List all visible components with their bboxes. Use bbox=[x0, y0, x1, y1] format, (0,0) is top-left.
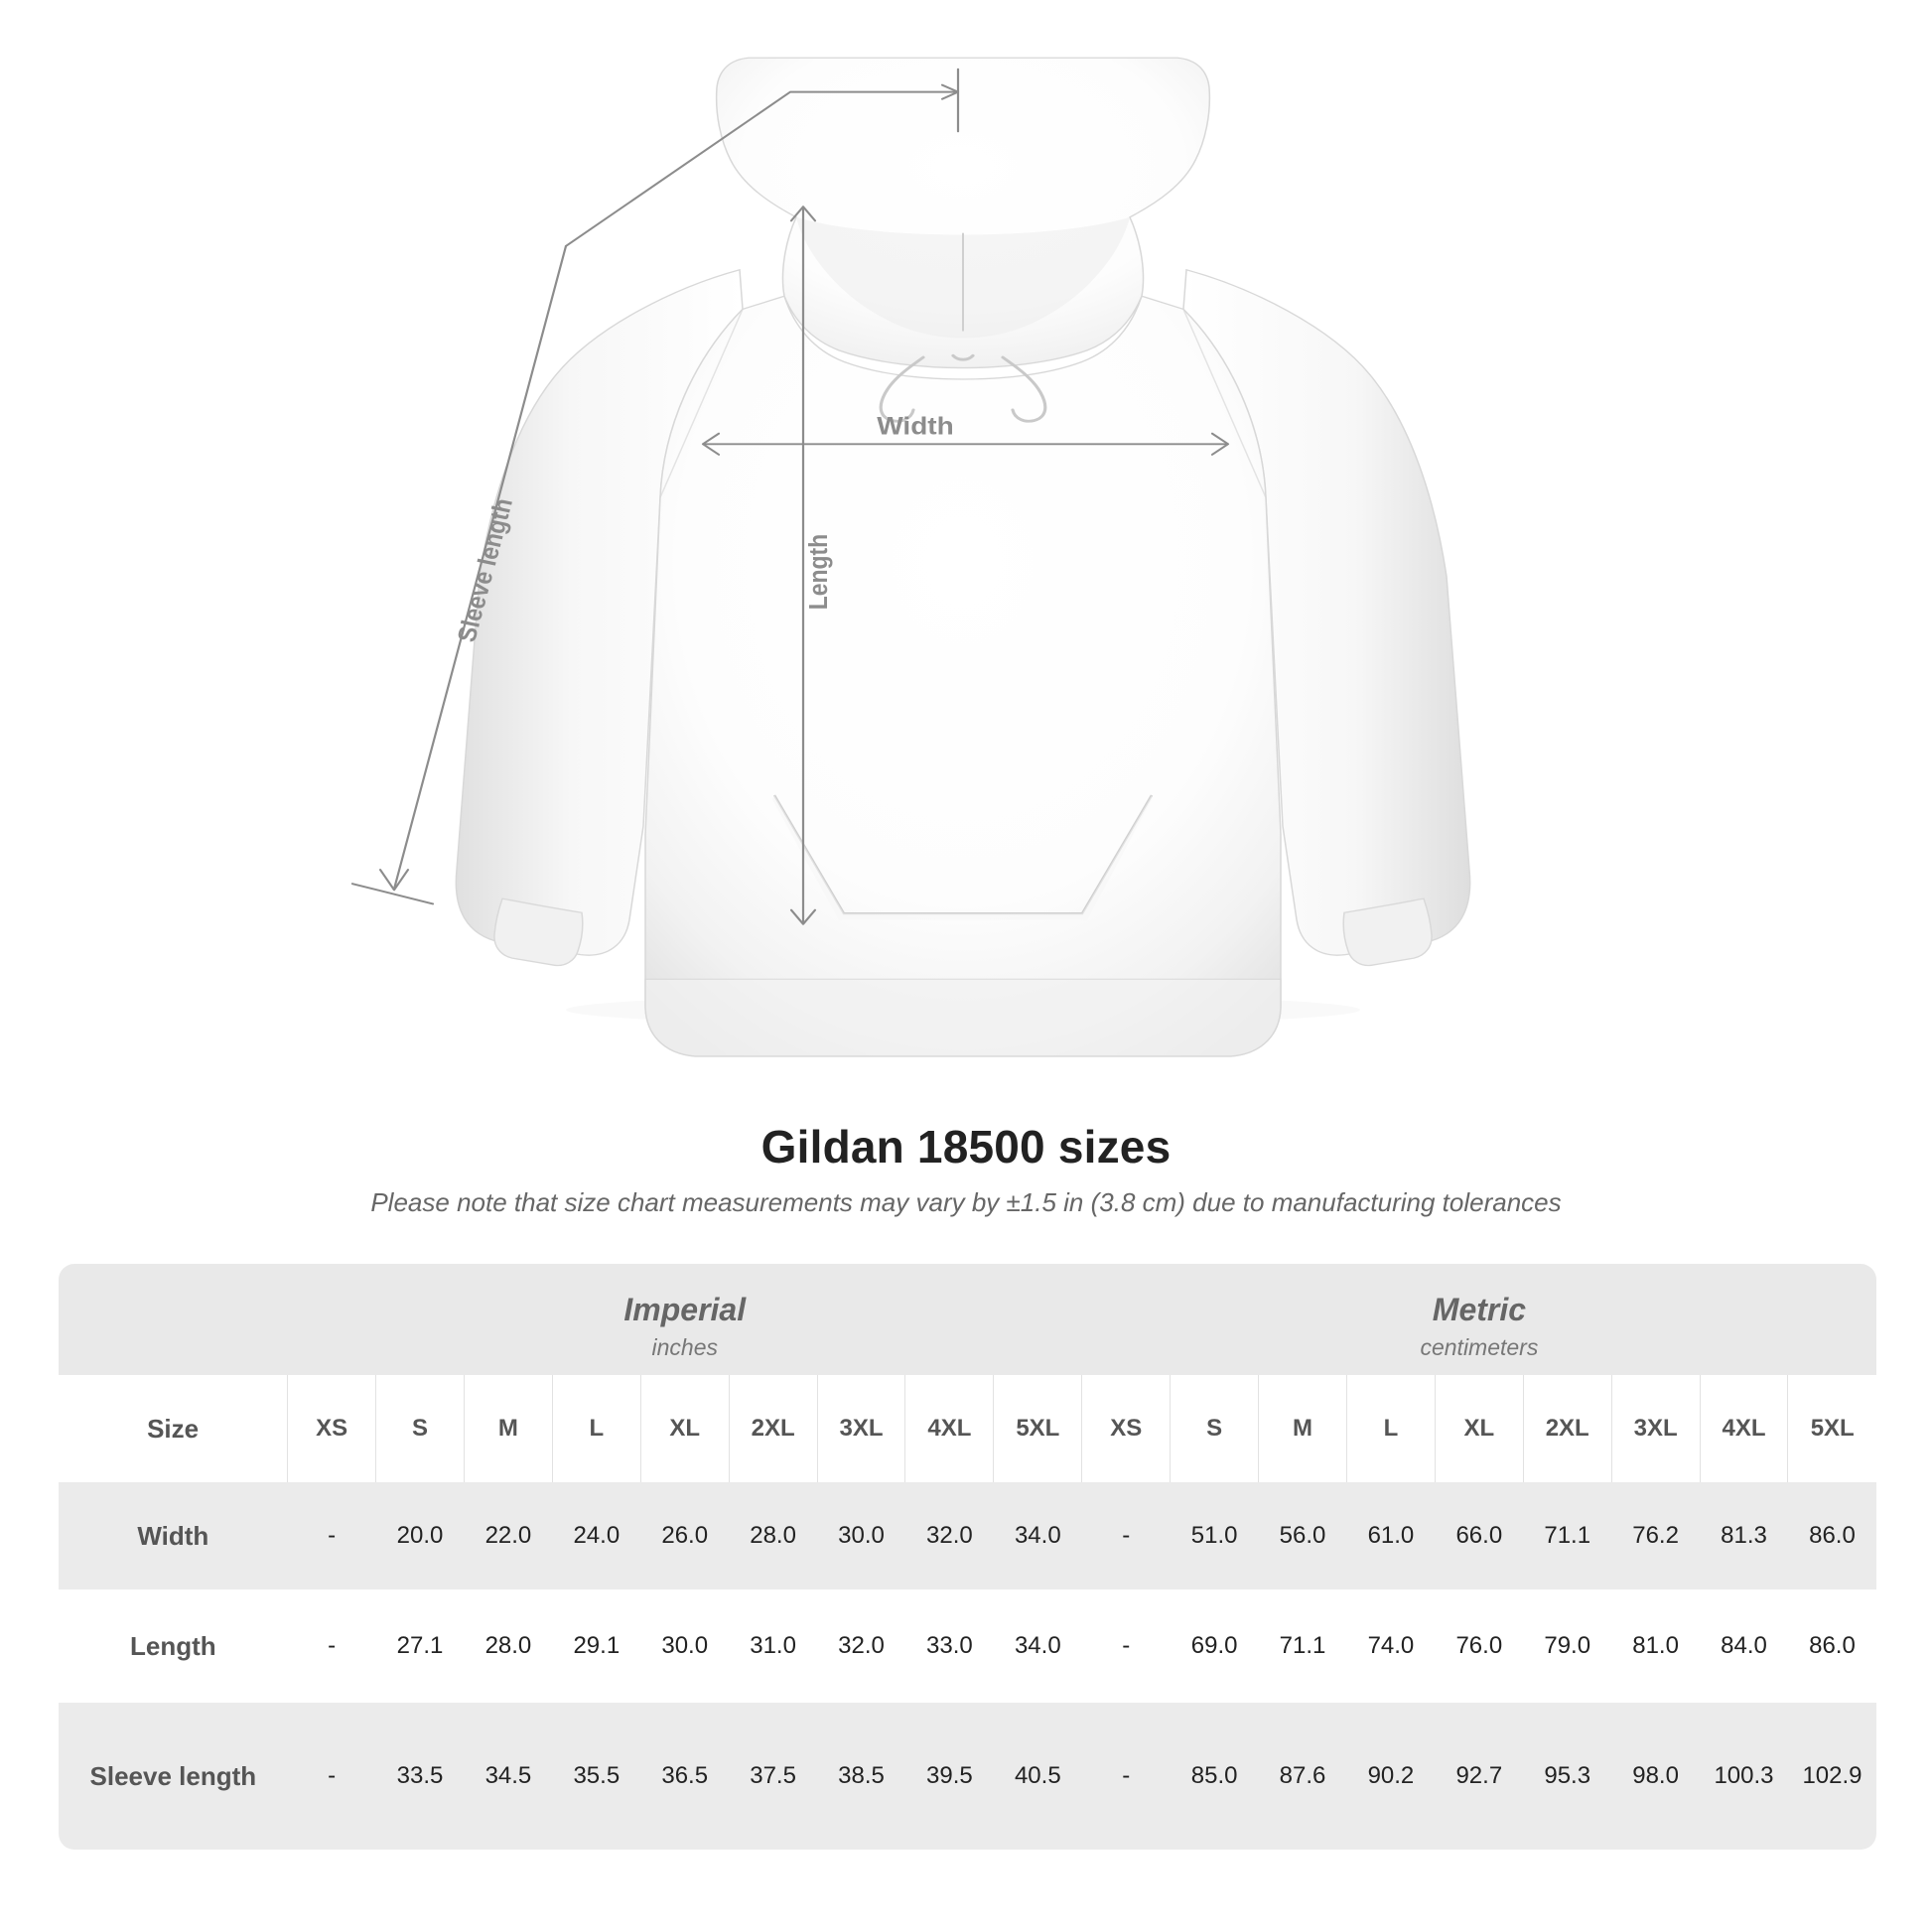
svg-text:Length: Length bbox=[805, 534, 834, 610]
svg-text:Width: Width bbox=[877, 412, 953, 440]
